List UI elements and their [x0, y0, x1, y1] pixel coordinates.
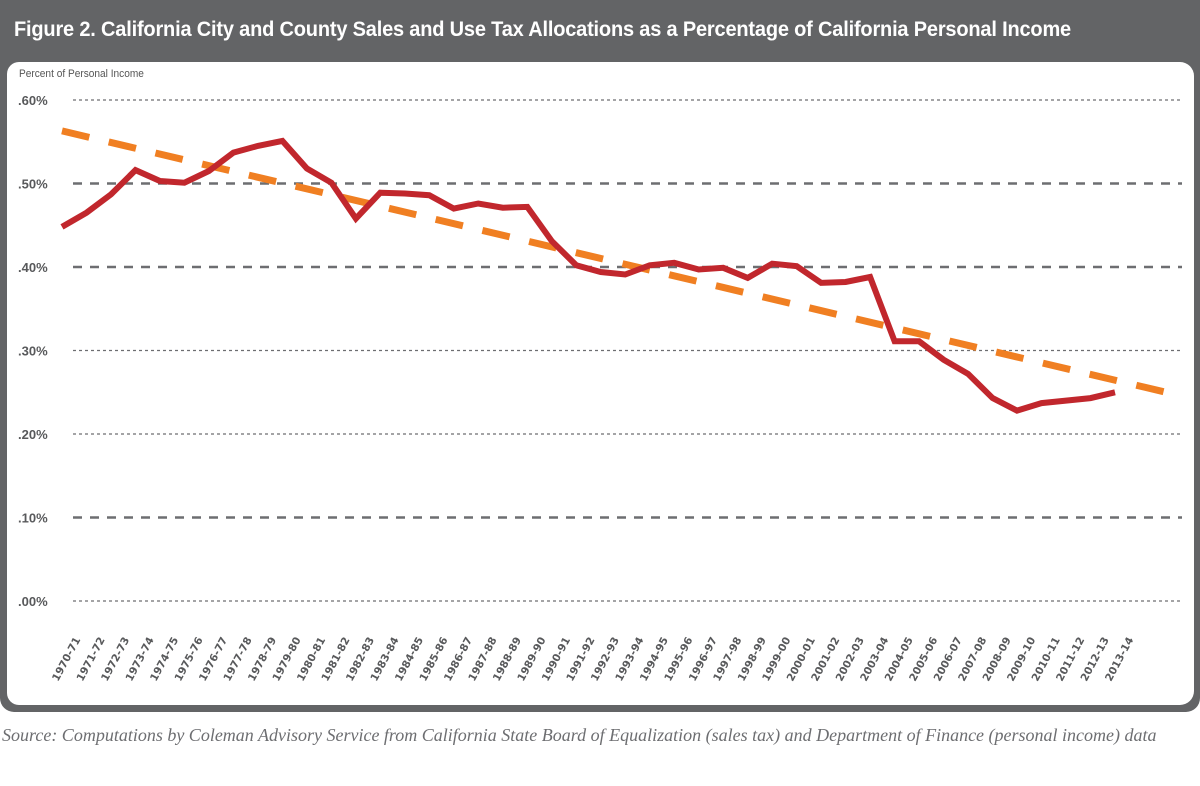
y-tick-label: .50% — [18, 177, 48, 192]
y-tick-label: .30% — [18, 344, 48, 359]
trend-line — [61, 127, 1181, 399]
source-note: Source: Computations by Coleman Advisory… — [2, 725, 1157, 745]
y-tick-label: .60% — [18, 93, 48, 108]
y-tick-label: .10% — [18, 511, 48, 526]
y-tick-label: .20% — [18, 427, 48, 442]
series-line — [60, 137, 1116, 414]
gridlines — [73, 99, 1182, 602]
chart-title: Figure 2. California City and County Sal… — [14, 17, 1071, 41]
plot-panel — [7, 62, 1194, 705]
chart-svg: .60% .50% .40% .30% .20% .10% .00% 1970-711971… — [18, 93, 1182, 683]
trend-line-group — [61, 127, 1181, 399]
y-tick-labels: .60% .50% .40% .30% .20% .10% .00% — [18, 93, 48, 609]
x-tick-labels: 1970-711971-721972-731973-741974-751975-… — [50, 635, 1136, 683]
y-tick-label: .40% — [18, 260, 48, 275]
y-axis-title: Percent of Personal Income — [19, 68, 144, 80]
series-line-group — [60, 137, 1116, 414]
y-tick-label: .00% — [18, 594, 48, 609]
